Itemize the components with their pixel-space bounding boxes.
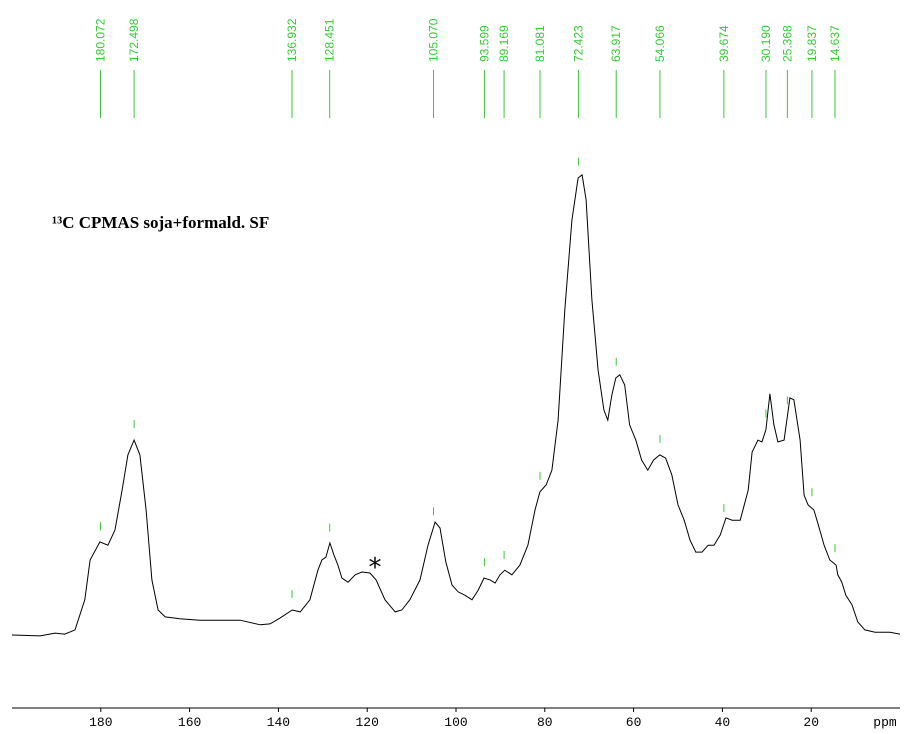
x-tick-label: 100	[444, 715, 467, 730]
peak-label: 14.637	[828, 25, 842, 62]
peak-label: 63.917	[609, 25, 623, 62]
x-tick-label: 60	[626, 715, 642, 730]
chart-title: ¹³C CPMAS soja+formald. SF	[52, 213, 269, 232]
peak-label: 19.837	[805, 25, 819, 62]
peak-label: 54.066	[653, 25, 667, 62]
peak-label: 128.451	[323, 18, 337, 62]
x-tick-label: 20	[803, 715, 819, 730]
peak-label: 89.169	[497, 25, 511, 62]
x-tick-label: 120	[355, 715, 378, 730]
spectrum-line	[11, 173, 901, 637]
x-tick-label: 40	[715, 715, 731, 730]
x-axis-label: ppm	[873, 715, 897, 730]
x-tick-label: 180	[89, 715, 112, 730]
peak-label: 25.368	[780, 25, 794, 62]
peak-label: 136.932	[285, 18, 299, 62]
peak-label: 105.070	[426, 18, 440, 62]
peak-label: 180.072	[93, 18, 107, 62]
peak-label: 172.498	[127, 18, 141, 62]
x-tick-label: 140	[267, 715, 290, 730]
peak-label: 81.081	[533, 25, 547, 62]
peak-label: 72.423	[571, 25, 585, 62]
peak-label: 30.190	[759, 25, 773, 62]
x-tick-label: 80	[537, 715, 553, 730]
peak-label: 93.599	[477, 25, 491, 62]
peak-label: 39.674	[717, 25, 731, 62]
x-tick-label: 160	[178, 715, 201, 730]
